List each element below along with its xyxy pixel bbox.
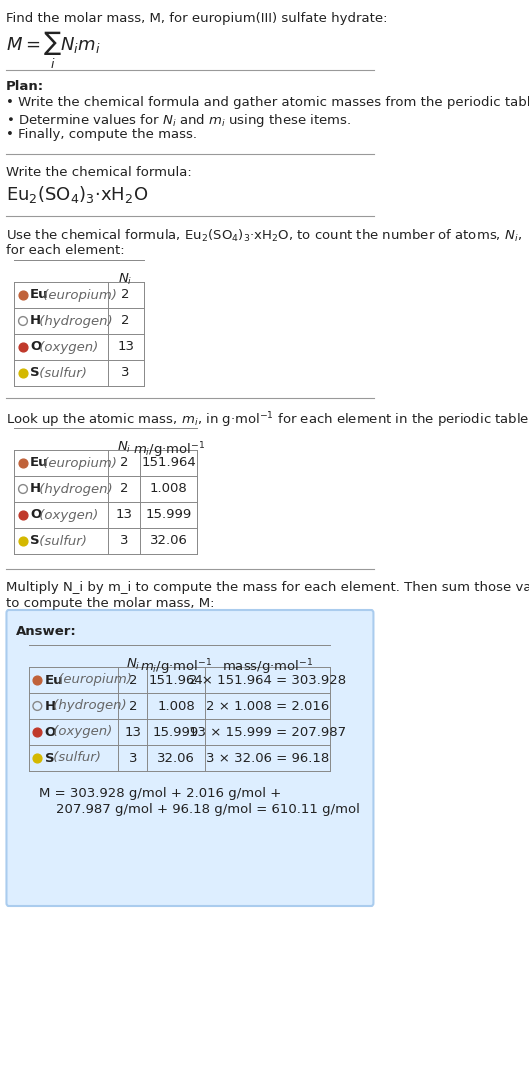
- Text: Eu: Eu: [30, 288, 49, 301]
- Point: [19, 481, 27, 498]
- Text: to compute the molar mass, M:: to compute the molar mass, M:: [6, 597, 214, 610]
- Text: Answer:: Answer:: [16, 625, 77, 638]
- Text: 32.06: 32.06: [150, 535, 188, 548]
- Text: (oxygen): (oxygen): [35, 509, 98, 522]
- Text: O: O: [44, 726, 56, 739]
- Point: [19, 286, 27, 303]
- Text: 2 × 151.964 = 303.928: 2 × 151.964 = 303.928: [189, 674, 346, 687]
- Text: 2: 2: [129, 674, 137, 687]
- Text: 2 × 1.008 = 2.016: 2 × 1.008 = 2.016: [206, 700, 329, 713]
- Text: (sulfur): (sulfur): [35, 366, 87, 379]
- Point: [19, 507, 27, 524]
- Text: Write the chemical formula:: Write the chemical formula:: [6, 166, 191, 179]
- Text: O: O: [30, 340, 41, 353]
- Point: [33, 724, 42, 741]
- Text: Plan:: Plan:: [6, 80, 44, 93]
- Text: (oxygen): (oxygen): [35, 340, 98, 353]
- Text: $N_i$: $N_i$: [118, 272, 133, 287]
- Text: 2: 2: [120, 483, 128, 496]
- Text: 32.06: 32.06: [157, 752, 195, 765]
- Point: [33, 698, 42, 715]
- Text: H: H: [44, 700, 56, 713]
- Text: $m_i$/g·mol$^{-1}$: $m_i$/g·mol$^{-1}$: [132, 440, 205, 460]
- Text: (hydrogen): (hydrogen): [35, 483, 113, 496]
- Text: mass/g·mol$^{-1}$: mass/g·mol$^{-1}$: [222, 657, 313, 676]
- Text: 1.008: 1.008: [150, 483, 188, 496]
- Text: Eu$_2$(SO$_4$)$_3$·xH$_2$O: Eu$_2$(SO$_4$)$_3$·xH$_2$O: [6, 184, 148, 205]
- Point: [19, 312, 27, 329]
- Text: 2: 2: [120, 457, 128, 470]
- Text: 151.964: 151.964: [149, 674, 203, 687]
- Text: (hydrogen): (hydrogen): [35, 314, 113, 327]
- Text: (europium): (europium): [40, 288, 117, 301]
- Point: [19, 338, 27, 355]
- Text: (europium): (europium): [40, 457, 117, 470]
- Text: 2: 2: [122, 288, 130, 301]
- Text: 3 × 32.06 = 96.18: 3 × 32.06 = 96.18: [206, 752, 329, 765]
- Text: O: O: [30, 509, 41, 522]
- Text: 2: 2: [122, 314, 130, 327]
- Text: 15.999: 15.999: [153, 726, 199, 739]
- Text: (oxygen): (oxygen): [49, 726, 113, 739]
- Text: Find the molar mass, M, for europium(III) sulfate hydrate:: Find the molar mass, M, for europium(III…: [6, 12, 387, 25]
- Point: [33, 672, 42, 689]
- Text: Look up the atomic mass, $m_i$, in g·mol$^{-1}$ for each element in the periodic: Look up the atomic mass, $m_i$, in g·mol…: [6, 410, 529, 430]
- Text: 3: 3: [120, 535, 128, 548]
- FancyBboxPatch shape: [6, 610, 373, 906]
- Text: $m_i$/g·mol$^{-1}$: $m_i$/g·mol$^{-1}$: [140, 657, 212, 676]
- Text: • Determine values for $N_i$ and $m_i$ using these items.: • Determine values for $N_i$ and $m_i$ u…: [6, 112, 351, 129]
- Text: $N_i$: $N_i$: [117, 440, 131, 455]
- Text: 3: 3: [129, 752, 137, 765]
- Text: S: S: [30, 535, 40, 548]
- Text: 15.999: 15.999: [145, 509, 192, 522]
- Text: Multiply N_i by m_i to compute the mass for each element. Then sum those values: Multiply N_i by m_i to compute the mass …: [6, 581, 529, 594]
- Text: H: H: [30, 483, 41, 496]
- Text: • Write the chemical formula and gather atomic masses from the periodic table.: • Write the chemical formula and gather …: [6, 96, 529, 109]
- Text: S: S: [30, 366, 40, 379]
- Text: M = 303.928 g/mol + 2.016 g/mol +: M = 303.928 g/mol + 2.016 g/mol +: [40, 787, 282, 800]
- Text: 13 × 15.999 = 207.987: 13 × 15.999 = 207.987: [189, 726, 346, 739]
- Text: 13: 13: [115, 509, 132, 522]
- Text: (sulfur): (sulfur): [35, 535, 87, 548]
- Text: H: H: [30, 314, 41, 327]
- Text: $M = \sum_i N_i m_i$: $M = \sum_i N_i m_i$: [6, 30, 100, 71]
- Text: 3: 3: [122, 366, 130, 379]
- Text: $N_i$: $N_i$: [125, 657, 140, 672]
- Text: Use the chemical formula, Eu$_2$(SO$_4$)$_3$·xH$_2$O, to count the number of ato: Use the chemical formula, Eu$_2$(SO$_4$)…: [6, 228, 522, 244]
- Text: (hydrogen): (hydrogen): [49, 700, 127, 713]
- Text: 2: 2: [129, 700, 137, 713]
- Text: 13: 13: [124, 726, 141, 739]
- Text: (sulfur): (sulfur): [49, 752, 101, 765]
- Text: (europium): (europium): [54, 674, 132, 687]
- Text: 207.987 g/mol + 96.18 g/mol = 610.11 g/mol: 207.987 g/mol + 96.18 g/mol = 610.11 g/m…: [40, 804, 360, 816]
- Text: Eu: Eu: [44, 674, 63, 687]
- Text: S: S: [44, 752, 54, 765]
- Text: 151.964: 151.964: [141, 457, 196, 470]
- Text: Eu: Eu: [30, 457, 49, 470]
- Text: for each element:: for each element:: [6, 244, 124, 257]
- Text: 13: 13: [117, 340, 134, 353]
- Point: [33, 750, 42, 767]
- Point: [19, 455, 27, 472]
- Text: • Finally, compute the mass.: • Finally, compute the mass.: [6, 129, 197, 141]
- Point: [19, 532, 27, 550]
- Point: [19, 364, 27, 381]
- Text: 1.008: 1.008: [157, 700, 195, 713]
